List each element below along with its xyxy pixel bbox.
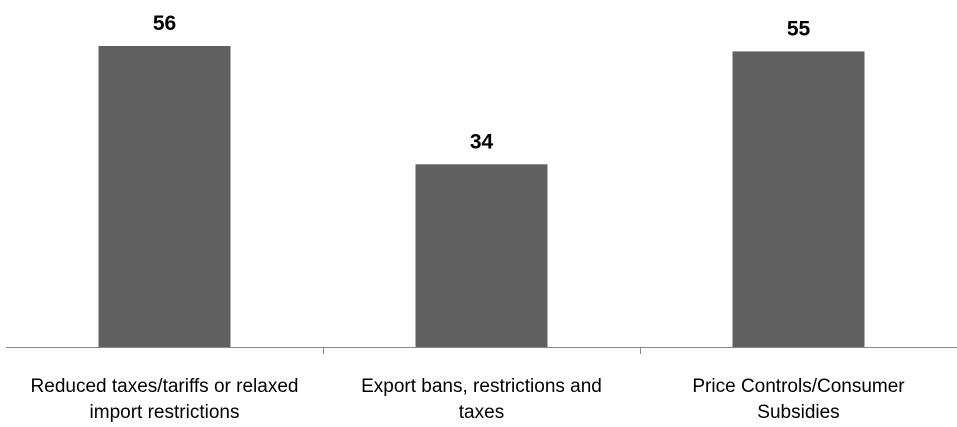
- category-labels-group: Reduced taxes/tariffs or relaxed import r…: [31, 376, 906, 423]
- category-label-3: Price Controls/Consumer Subsidies: [692, 376, 905, 423]
- data-label-2: 34: [470, 130, 494, 153]
- value-labels-group: 56 34 55: [153, 12, 811, 153]
- data-label-1: 56: [153, 12, 176, 35]
- bar-3: [732, 51, 865, 348]
- bar-1: [98, 46, 231, 347]
- category-label-2: Export bans, restrictions and taxes: [361, 376, 602, 423]
- category-label-1: Reduced taxes/tariffs or relaxed import r…: [31, 376, 299, 423]
- data-label-3: 55: [787, 17, 811, 40]
- x-axis: [6, 347, 957, 354]
- bar-2: [415, 164, 548, 348]
- bars-group: [98, 46, 865, 348]
